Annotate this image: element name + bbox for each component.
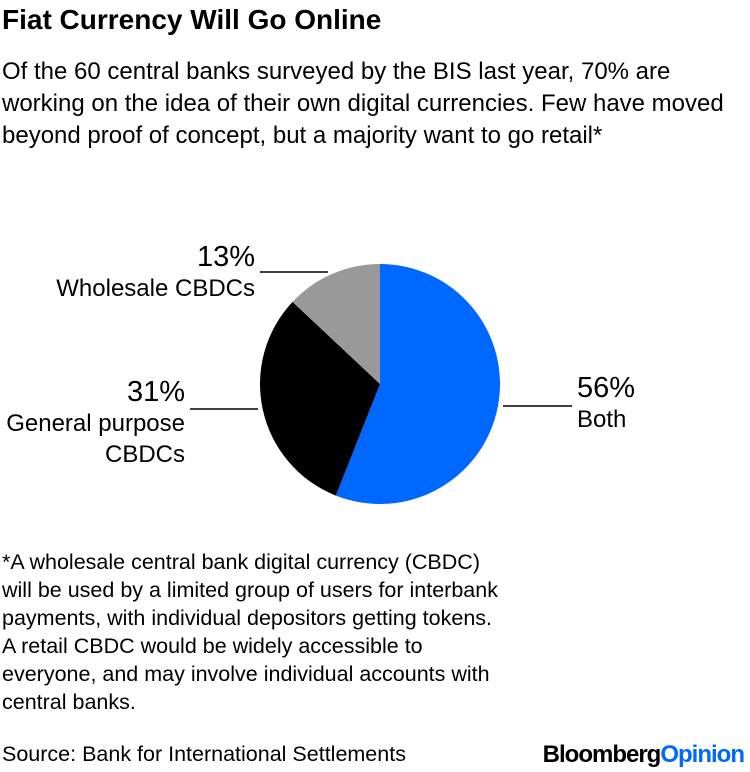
- chart-title: Fiat Currency Will Go Online: [2, 4, 382, 35]
- value-label: 31%: [126, 376, 185, 408]
- logo: BloombergOpinion: [542, 741, 745, 769]
- pie-slice: [259, 301, 380, 496]
- source: Source: Bank for International Settlemen…: [2, 742, 406, 766]
- category-label: Both: [577, 406, 627, 433]
- slice-label: 56% Both: [577, 372, 747, 435]
- value-label: 13%: [196, 241, 255, 273]
- pie-slice: [335, 264, 500, 504]
- pie-slice: [292, 264, 380, 384]
- value-label: 56%: [577, 372, 636, 404]
- logo-text: Opinion: [660, 741, 745, 768]
- logo-text: Bloomberg: [542, 741, 662, 768]
- category-label: Wholesale CBDCs: [56, 275, 255, 302]
- footnote: *A wholesale central bank digital curren…: [2, 550, 498, 714]
- slice-label: 31% General purpose CBDCs: [0, 376, 185, 470]
- chart-subtitle: Of the 60 central banks surveyed by the …: [2, 58, 724, 149]
- slice-label: 13% Wholesale CBDCs: [0, 241, 255, 304]
- category-label: General purpose CBDCs: [6, 410, 185, 468]
